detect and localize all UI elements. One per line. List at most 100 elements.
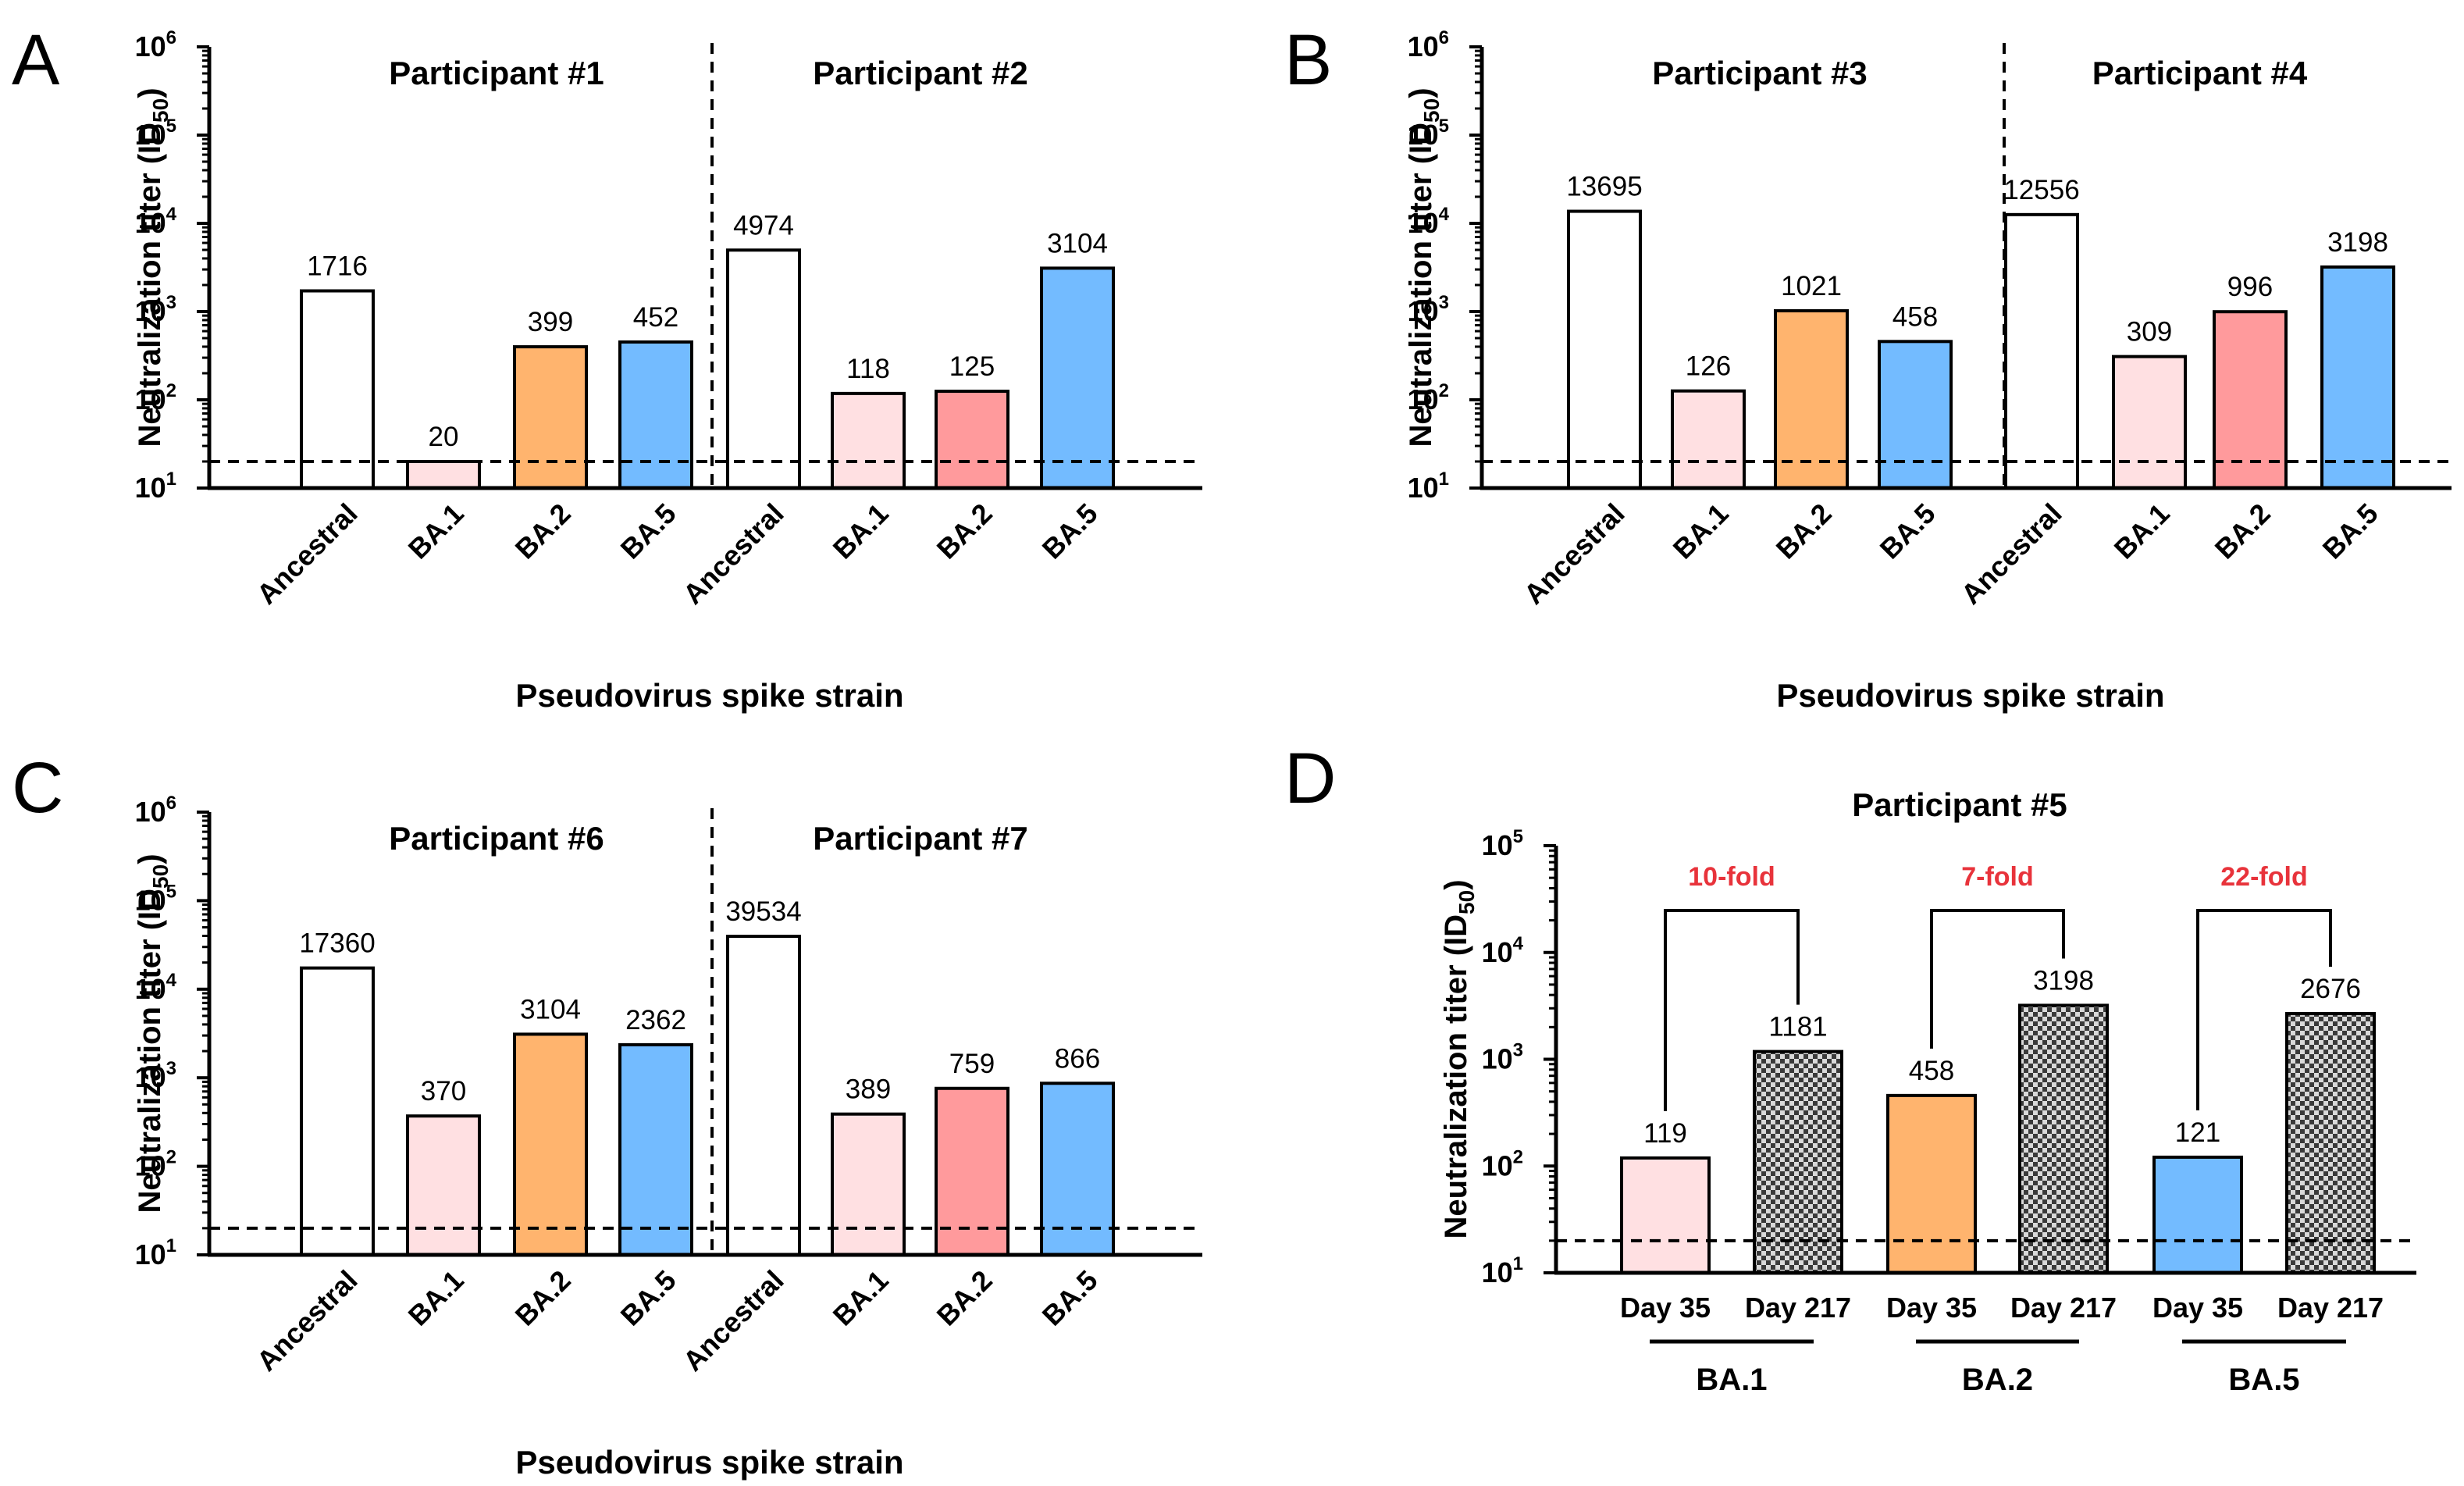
y-tick-label: 106 <box>135 27 176 62</box>
bar <box>1567 209 1642 490</box>
participant-title: Participant #7 <box>813 820 1027 857</box>
bar <box>2152 1155 2243 1274</box>
bar <box>1671 389 1746 490</box>
data-label: 3198 <box>2327 227 2388 258</box>
category-label: BA.1 <box>402 1264 470 1332</box>
y-tick-label: 103 <box>135 1058 176 1093</box>
panel-letter: A <box>12 20 60 100</box>
y-tick-label: 105 <box>135 116 176 151</box>
x-axis-label: Pseudovirus spike strain <box>1776 677 2164 714</box>
data-label: 126 <box>1686 351 1731 382</box>
category-label: Ancestral <box>1518 497 1631 611</box>
category-label: Ancestral <box>677 1264 790 1377</box>
bar <box>935 390 1009 490</box>
y-tick-label: 104 <box>1408 204 1450 239</box>
data-label: 1716 <box>307 251 368 281</box>
bar <box>300 966 375 1256</box>
bar <box>513 1032 588 1257</box>
panel-A: A 101 102 103 104 105 106 Neutralization titer … <box>12 20 1202 714</box>
fold-change-label: 22-fold <box>2220 862 2307 892</box>
y-tick-label: 104 <box>135 970 177 1005</box>
category-label: BA.2 <box>2209 497 2277 565</box>
data-label: 2362 <box>625 1005 686 1035</box>
data-label: 3198 <box>2033 965 2094 996</box>
data-label: 39534 <box>725 896 801 927</box>
category-label: BA.2 <box>509 1264 577 1332</box>
data-label: 452 <box>633 302 678 333</box>
bar <box>831 1112 906 1256</box>
data-label: 13695 <box>1566 172 1642 202</box>
participant-title: Participant #3 <box>1652 55 1867 91</box>
category-label: BA.1 <box>2108 497 2176 565</box>
category-label: BA.2 <box>509 497 577 565</box>
category-label: BA.1 <box>402 497 470 565</box>
data-label: 12556 <box>2003 175 2079 205</box>
category-label: Day 217 <box>1745 1292 1851 1324</box>
bar <box>2018 1003 2109 1274</box>
y-tick-label: 104 <box>135 204 177 239</box>
fold-change-label: 10-fold <box>1688 862 1775 892</box>
data-label: 309 <box>2127 317 2172 347</box>
y-axis-label: Neutralization titer (ID50) <box>133 87 173 447</box>
category-label: BA.5 <box>1036 497 1104 565</box>
y-tick-label: 101 <box>1482 1253 1523 1288</box>
data-label: 3104 <box>1047 228 1108 258</box>
group-label: BA.1 <box>1696 1363 1767 1397</box>
panel-D: D Participant #5 101 102 103 104 105Neutraliza… <box>1284 739 2416 1397</box>
bar <box>2213 310 2288 490</box>
y-tick-label: 105 <box>1482 826 1523 861</box>
category-label: BA.2 <box>1770 497 1838 565</box>
bar <box>831 391 906 490</box>
group-label: BA.2 <box>1962 1363 2033 1397</box>
bar <box>2285 1012 2376 1274</box>
category-label: BA.2 <box>931 497 999 565</box>
x-axis-label: Pseudovirus spike strain <box>515 677 903 714</box>
bar <box>1886 1093 1977 1274</box>
category-label: Day 217 <box>2277 1292 2384 1324</box>
bar <box>935 1086 1009 1257</box>
category-label: Ancestral <box>677 497 790 611</box>
panel-B: B 101 102 103 104 105 106 Neutralization titer … <box>1284 20 2452 714</box>
data-label: 1021 <box>1781 271 1842 301</box>
data-label: 399 <box>528 307 573 337</box>
category-label: BA.5 <box>1036 1264 1104 1332</box>
panel-letter: D <box>1284 739 1336 818</box>
participant-title: Participant #6 <box>389 820 604 857</box>
y-axis-label: Neutralization titer (ID50) <box>1404 87 1444 447</box>
y-tick-label: 102 <box>135 1147 176 1182</box>
bar <box>1753 1049 1843 1275</box>
y-tick-label: 101 <box>1408 469 1449 504</box>
data-label: 2676 <box>2300 974 2361 1004</box>
bar <box>406 459 481 490</box>
y-tick-label: 101 <box>135 469 176 504</box>
panel-letter: B <box>1284 20 1332 100</box>
category-label: BA.2 <box>931 1264 999 1332</box>
fold-bracket <box>2196 909 2332 1110</box>
panel-letter: C <box>12 748 63 828</box>
x-axis-label: Pseudovirus spike strain <box>515 1444 903 1481</box>
y-tick-label: 102 <box>1408 380 1449 415</box>
chart-title: Participant #5 <box>1852 786 2067 823</box>
bar <box>406 1114 481 1256</box>
category-label: BA.5 <box>1874 497 1942 565</box>
category-label: Day 35 <box>1886 1292 1977 1324</box>
data-label: 17360 <box>299 928 375 959</box>
participant-title: Participant #4 <box>2092 55 2308 91</box>
y-tick-label: 103 <box>1408 292 1449 327</box>
category-label: Ancestral <box>1955 497 2068 611</box>
data-label: 370 <box>421 1076 466 1106</box>
bar <box>726 248 801 490</box>
data-label: 125 <box>949 351 995 382</box>
data-label: 3104 <box>520 994 581 1025</box>
bar <box>618 1042 693 1257</box>
category-label: BA.1 <box>827 1264 895 1332</box>
category-label: BA.5 <box>2316 497 2384 565</box>
data-label: 389 <box>846 1074 891 1105</box>
bar <box>1040 1082 1115 1257</box>
participant-title: Participant #2 <box>813 55 1027 91</box>
fold-bracket <box>1930 909 2065 1049</box>
data-label: 866 <box>1055 1043 1100 1074</box>
category-label: BA.5 <box>614 497 682 565</box>
participant-title: Participant #1 <box>389 55 604 91</box>
